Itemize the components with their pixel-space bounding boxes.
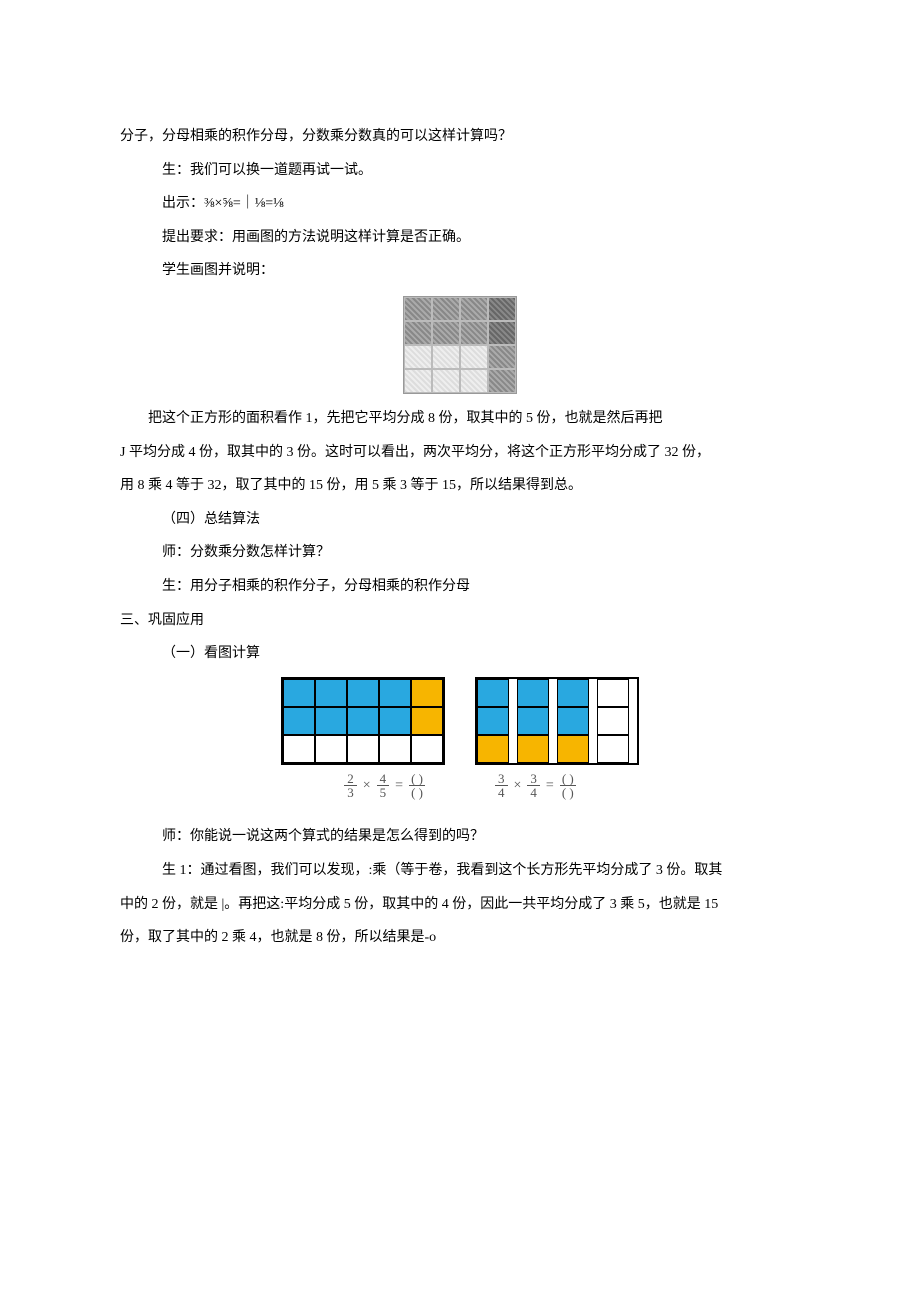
paragraph: 生：用分子相乘的积作分子，分母相乘的积作分母 — [120, 570, 800, 604]
fraction: 2 3 — [344, 772, 357, 799]
grid-cell — [597, 735, 629, 763]
fraction-blank: ( ) ( ) — [409, 772, 425, 799]
paragraph: 生 1：通过看图，我们可以发现，:乘（等于卷，我看到这个长方形先平均分成了 3 … — [120, 854, 800, 888]
numerator-blank: ( ) — [560, 772, 576, 786]
paragraph: 提出要求：用画图的方法说明这样计算是否正确。 — [120, 221, 800, 255]
paragraph: J 平均分成 4 份，取其中的 3 份。这时可以看出，两次平均分，将这个正方形平… — [120, 436, 800, 470]
grid-cell — [477, 735, 509, 763]
grid-cell — [379, 735, 411, 763]
hatched-diagram — [403, 296, 517, 394]
grid-cell — [411, 707, 443, 735]
hatched-cell — [488, 369, 516, 393]
hatched-cell — [432, 345, 460, 369]
grid-cell — [379, 707, 411, 735]
times-op: × — [363, 769, 371, 803]
hatched-diagram-wrap — [120, 296, 800, 394]
grid-cell — [557, 679, 589, 707]
document-page: 分子，分母相乘的积作分母，分数乘分数真的可以这样计算吗？ 生：我们可以换一道题再… — [0, 0, 920, 1301]
grid-cell — [283, 707, 315, 735]
hatched-cell — [432, 297, 460, 321]
grid-cell — [347, 735, 379, 763]
fraction-blank: ( ) ( ) — [560, 772, 576, 799]
hatched-cell — [460, 345, 488, 369]
paragraph: 把这个正方形的面积看作 1，先把它平均分成 8 份，取其中的 5 份，也就是然后… — [120, 402, 800, 436]
grid-cell — [411, 679, 443, 707]
grid-cell — [477, 707, 509, 735]
fraction-grids-row — [120, 677, 800, 765]
times-op: × — [514, 769, 522, 803]
hatched-cell — [460, 369, 488, 393]
hatched-cell — [488, 297, 516, 321]
grid-cell — [517, 679, 549, 707]
denominator: 4 — [495, 786, 508, 799]
denominator: 3 — [344, 786, 357, 799]
hatched-cell — [432, 321, 460, 345]
hatched-cell — [404, 345, 432, 369]
formulas-row: 2 3 × 4 5 = ( ) ( ) 3 4 × 3 4 — [120, 769, 800, 803]
fraction-grid-left — [281, 677, 445, 765]
numerator: 2 — [344, 772, 357, 786]
hatched-cell — [460, 321, 488, 345]
hatched-cell — [432, 369, 460, 393]
grid-cell — [477, 679, 509, 707]
grid-cell — [557, 735, 589, 763]
paragraph: 分子，分母相乘的积作分母，分数乘分数真的可以这样计算吗？ — [120, 120, 800, 154]
paragraph: 生：我们可以换一道题再试一试。 — [120, 154, 800, 188]
grid-cell — [283, 679, 315, 707]
paragraph: 师：你能说一说这两个算式的结果是怎么得到的吗？ — [120, 820, 800, 854]
grid-cell — [597, 707, 629, 735]
fraction: 3 4 — [527, 772, 540, 799]
grid-cell — [347, 707, 379, 735]
spacer — [120, 802, 800, 820]
denominator-blank: ( ) — [409, 786, 425, 799]
equals-op: = — [546, 769, 554, 803]
grid-cell — [283, 735, 315, 763]
grid-cell — [347, 679, 379, 707]
hatched-cell — [404, 321, 432, 345]
paragraph: 出示：⅜×⅝=｜⅛=⅛ — [120, 187, 800, 221]
paragraph: 用 8 乘 4 等于 32，取了其中的 15 份，用 5 乘 3 等于 15，所… — [120, 469, 800, 503]
denominator-blank: ( ) — [560, 786, 576, 799]
formula-right: 3 4 × 3 4 = ( ) ( ) — [495, 769, 576, 803]
heading-section: 三、巩固应用 — [120, 604, 800, 638]
paragraph: 学生画图并说明： — [120, 254, 800, 288]
grid-cell — [411, 735, 443, 763]
grid-cell — [315, 707, 347, 735]
grid-cell — [517, 707, 549, 735]
numerator: 3 — [495, 772, 508, 786]
grid-cell — [379, 679, 411, 707]
grid-cell — [517, 735, 549, 763]
fraction: 4 5 — [377, 772, 390, 799]
paragraph: 师：分数乘分数怎样计算？ — [120, 536, 800, 570]
formula-left: 2 3 × 4 5 = ( ) ( ) — [344, 769, 425, 803]
denominator: 5 — [377, 786, 390, 799]
numerator: 3 — [527, 772, 540, 786]
hatched-cell — [460, 297, 488, 321]
hatched-cell — [488, 345, 516, 369]
fraction-grid-right — [475, 677, 639, 765]
grid-cell — [557, 707, 589, 735]
equals-op: = — [395, 769, 403, 803]
paragraph: 中的 2 份，就是 |。再把这:平均分成 5 份，取其中的 4 份，因此一共平均… — [120, 888, 800, 922]
numerator: 4 — [377, 772, 390, 786]
heading-sub: （四）总结算法 — [120, 503, 800, 537]
numerator-blank: ( ) — [409, 772, 425, 786]
hatched-cell — [404, 297, 432, 321]
hatched-cell — [404, 369, 432, 393]
grid-cell — [315, 679, 347, 707]
hatched-cell — [488, 321, 516, 345]
heading-sub: （一）看图计算 — [120, 637, 800, 671]
grid-cell — [315, 735, 347, 763]
fraction: 3 4 — [495, 772, 508, 799]
paragraph: 份，取了其中的 2 乘 4，也就是 8 份，所以结果是-o — [120, 921, 800, 955]
denominator: 4 — [527, 786, 540, 799]
grid-cell — [597, 679, 629, 707]
